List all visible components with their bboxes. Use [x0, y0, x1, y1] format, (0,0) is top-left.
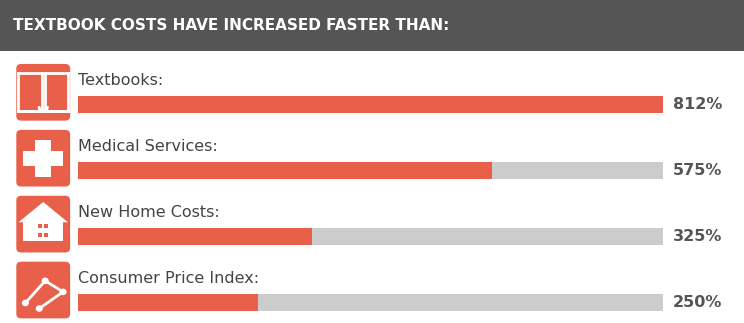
Polygon shape	[23, 151, 63, 166]
Polygon shape	[38, 233, 42, 237]
Polygon shape	[19, 202, 68, 222]
Bar	[78, 96, 662, 113]
Bar	[78, 294, 662, 311]
FancyBboxPatch shape	[16, 262, 70, 318]
Text: 250%: 250%	[673, 295, 722, 310]
Text: 812%: 812%	[673, 97, 722, 112]
Text: New Home Costs:: New Home Costs:	[78, 205, 219, 220]
Bar	[78, 228, 312, 245]
FancyBboxPatch shape	[16, 64, 70, 120]
Text: Consumer Price Index:: Consumer Price Index:	[78, 271, 259, 286]
Text: 325%: 325%	[673, 229, 722, 244]
Bar	[78, 96, 662, 113]
Circle shape	[42, 277, 49, 284]
Polygon shape	[23, 222, 63, 241]
Text: TEXTBOOK COSTS HAVE INCREASED FASTER THAN:: TEXTBOOK COSTS HAVE INCREASED FASTER THA…	[13, 18, 449, 33]
Text: 575%: 575%	[673, 163, 722, 178]
Bar	[78, 162, 662, 179]
Circle shape	[22, 300, 29, 306]
Polygon shape	[38, 224, 42, 228]
Text: Textbooks:: Textbooks:	[78, 73, 163, 88]
FancyBboxPatch shape	[16, 130, 70, 187]
Bar	[78, 294, 258, 311]
Circle shape	[60, 288, 67, 295]
Bar	[78, 162, 492, 179]
FancyBboxPatch shape	[0, 0, 744, 51]
Text: Medical Services:: Medical Services:	[78, 139, 218, 154]
Polygon shape	[44, 233, 48, 237]
FancyBboxPatch shape	[16, 196, 70, 253]
Polygon shape	[44, 224, 48, 228]
Circle shape	[36, 305, 43, 312]
Bar	[78, 228, 662, 245]
Polygon shape	[35, 140, 51, 177]
